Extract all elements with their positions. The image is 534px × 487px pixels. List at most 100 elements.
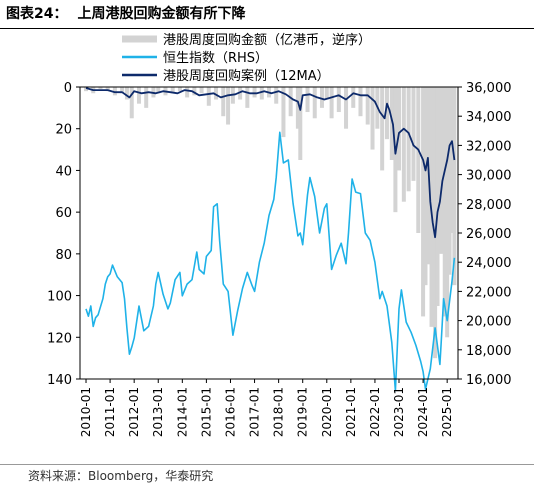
buyback-amount-bar bbox=[305, 87, 310, 113]
right-tick-label: 22,000 bbox=[466, 285, 512, 300]
buyback-amount-bar bbox=[226, 87, 231, 125]
x-tick-label: 2018-01 bbox=[272, 387, 286, 437]
buyback-amount-bar bbox=[406, 87, 411, 192]
x-tick-label: 2019-01 bbox=[296, 387, 310, 437]
right-tick-label: 30,000 bbox=[466, 169, 512, 184]
buyback-amount-bar bbox=[384, 87, 389, 140]
buyback-amount-bar bbox=[423, 87, 428, 286]
buyback-amount-bar bbox=[129, 87, 134, 119]
buyback-amount-bar bbox=[449, 87, 454, 233]
left-tick-label: 20 bbox=[55, 123, 72, 138]
buyback-amount-bar bbox=[416, 87, 421, 233]
buyback-amount-bar bbox=[185, 87, 190, 98]
buyback-amount-bar bbox=[206, 87, 211, 106]
buyback-amount-bar bbox=[245, 87, 250, 108]
buyback-amount-bar bbox=[336, 87, 341, 113]
x-tick-label: 2015-01 bbox=[199, 387, 213, 437]
buyback-amount-bar bbox=[380, 87, 385, 171]
buyback-amount-bar bbox=[274, 87, 279, 104]
legend-label: 港股周度回购案例（12MA） bbox=[163, 68, 330, 84]
right-tick-label: 36,000 bbox=[466, 81, 512, 96]
right-tick-label: 34,000 bbox=[466, 110, 512, 125]
plot-area bbox=[84, 87, 457, 392]
buyback-amount-bar bbox=[397, 87, 402, 171]
buyback-amount-bar bbox=[221, 87, 226, 117]
footer-rule bbox=[0, 464, 534, 465]
buyback-12ma-line bbox=[85, 87, 456, 239]
buyback-amount-bar bbox=[365, 87, 370, 125]
source-note: 资料来源：Bloomberg，华泰研究 bbox=[28, 469, 214, 483]
buyback-amount-bar bbox=[329, 87, 334, 119]
left-tick-label: 100 bbox=[47, 290, 72, 305]
right-tick-label: 24,000 bbox=[466, 256, 512, 271]
left-tick-label: 0 bbox=[64, 81, 72, 96]
x-tick-label: 2017-01 bbox=[248, 387, 262, 437]
buyback-amount-bar bbox=[124, 87, 129, 100]
right-tick-label: 32,000 bbox=[466, 139, 512, 154]
legend-label: 恒生指数（RHS） bbox=[163, 51, 268, 66]
buyback-amount-bar bbox=[98, 87, 103, 90]
right-tick-label: 16,000 bbox=[466, 373, 512, 388]
buyback-amount-bar bbox=[156, 87, 161, 94]
buyback-amount-bar bbox=[351, 87, 356, 108]
buyback-amount-bar bbox=[199, 87, 204, 94]
title-rule bbox=[0, 28, 534, 29]
buyback-amount-bar bbox=[312, 87, 317, 119]
left-tick-label: 120 bbox=[47, 331, 72, 346]
hsi-line bbox=[85, 131, 456, 392]
buyback-amount-bar bbox=[389, 87, 394, 160]
figure-number: 图表24： bbox=[6, 6, 68, 22]
buyback-amount-bar bbox=[433, 87, 438, 359]
buyback-amount-bar bbox=[192, 87, 197, 96]
x-tick-label: 2010-01 bbox=[79, 387, 93, 437]
x-tick-label: 2013-01 bbox=[151, 387, 165, 437]
buyback-amount-bar bbox=[298, 87, 303, 160]
buyback-amount-bar bbox=[370, 87, 375, 150]
buyback-amount-bar bbox=[84, 87, 89, 92]
buyback-amount-bar bbox=[252, 87, 257, 98]
chart: 港股周度回购金额（亿港币，逆序）恒生指数（RHS）港股周度回购案例（12MA） … bbox=[47, 32, 511, 437]
left-tick-label: 140 bbox=[47, 373, 72, 388]
buyback-amount-bar bbox=[344, 87, 349, 129]
buyback-amount-bar bbox=[447, 87, 452, 275]
buyback-amount-bar bbox=[238, 87, 243, 100]
buyback-amount-bar bbox=[144, 87, 149, 108]
legend-label: 港股周度回购金额（亿港币，逆序） bbox=[163, 32, 371, 48]
figure-title: 图表24： 上周港股回购金额有所下降 bbox=[6, 3, 245, 23]
left-tick-label: 60 bbox=[55, 206, 72, 221]
buyback-amount-bar bbox=[120, 87, 125, 94]
buyback-amount-bar bbox=[445, 87, 450, 338]
buyback-amount-bar bbox=[411, 87, 416, 181]
buyback-amount-bar bbox=[105, 87, 110, 92]
buyback-amount-bar bbox=[452, 87, 457, 286]
x-tick-label: 2020-01 bbox=[320, 387, 334, 437]
x-tick-label: 2025-01 bbox=[440, 387, 454, 437]
buyback-amount-bar bbox=[442, 87, 447, 317]
x-tick-label: 2011-01 bbox=[103, 387, 117, 437]
buyback-amount-bar bbox=[177, 87, 182, 92]
buyback-amount-bar bbox=[425, 87, 430, 265]
x-tick-label: 2023-01 bbox=[392, 387, 406, 437]
buyback-amount-bar bbox=[112, 87, 117, 96]
buyback-amount-bar bbox=[421, 87, 426, 317]
buyback-amount-bar bbox=[324, 87, 329, 100]
buyback-amount-bar bbox=[214, 87, 219, 100]
buyback-amount-bar bbox=[439, 87, 444, 254]
buyback-amount-bar bbox=[401, 87, 406, 202]
x-tick-label: 2022-01 bbox=[368, 387, 382, 437]
x-tick-label: 2024-01 bbox=[416, 387, 430, 437]
legend: 港股周度回购金额（亿港币，逆序） 恒生指数（RHS） 港股周度回购案例（12MA） bbox=[122, 32, 371, 84]
buyback-amount-bar bbox=[136, 87, 141, 104]
x-tick-label: 2014-01 bbox=[175, 387, 189, 437]
buyback-amount-bar bbox=[259, 87, 264, 100]
figure-title-text: 上周港股回购金额有所下降 bbox=[77, 6, 246, 22]
buyback-amount-bar bbox=[319, 87, 324, 108]
left-tick-label: 80 bbox=[55, 248, 72, 263]
buyback-amount-bar bbox=[281, 87, 286, 138]
right-tick-label: 28,000 bbox=[466, 198, 512, 213]
right-tick-label: 18,000 bbox=[466, 344, 512, 359]
right-tick-label: 20,000 bbox=[466, 315, 512, 330]
buyback-amount-bar bbox=[295, 87, 300, 129]
x-tick-label: 2016-01 bbox=[224, 387, 238, 437]
axes: 0 20 40 60 80 100 120 140 16,000 18,000 20,000 22,0… bbox=[47, 81, 511, 437]
